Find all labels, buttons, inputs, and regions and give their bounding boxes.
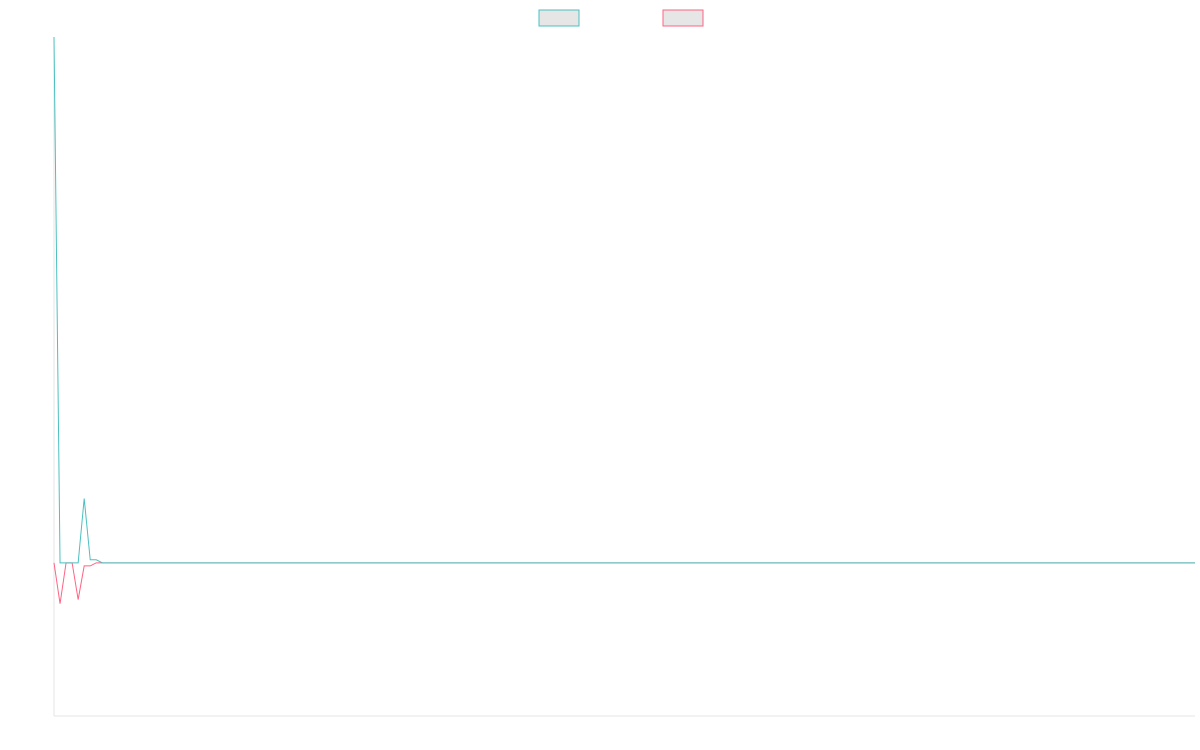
plot-area (53, 36, 1195, 604)
series-line-1 (53, 36, 1195, 564)
legend-swatch-2[interactable] (662, 9, 704, 27)
legend[interactable] (538, 9, 704, 27)
series-line-2 (53, 562, 1195, 604)
axes (53, 37, 1195, 717)
legend-swatch-1[interactable] (538, 9, 580, 27)
